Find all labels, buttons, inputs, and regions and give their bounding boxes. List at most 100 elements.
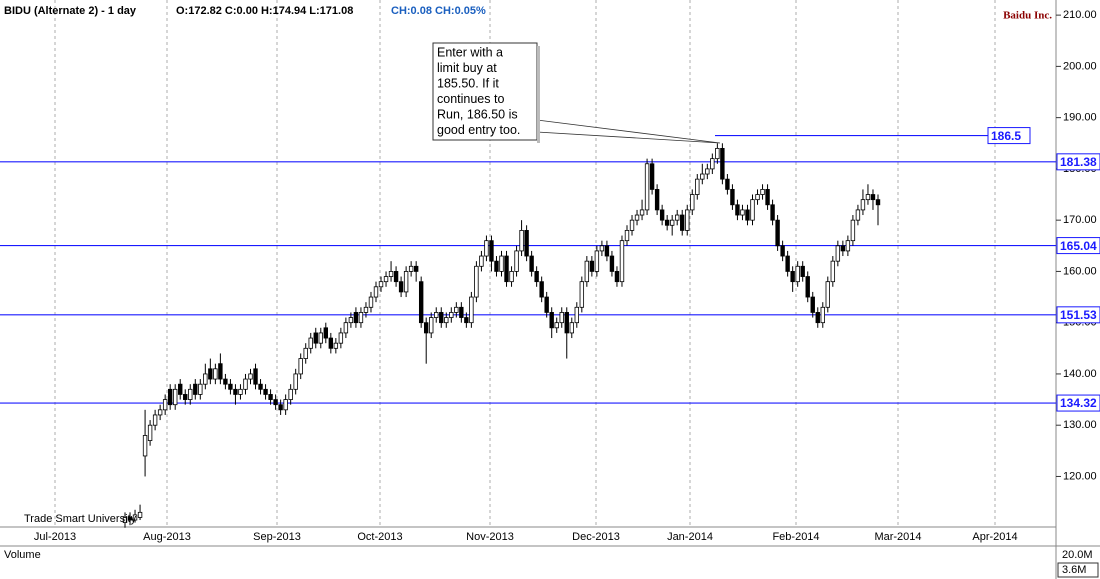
candle-body (343, 322, 349, 334)
candle-body (750, 199, 755, 221)
candle-body (122, 517, 128, 523)
annotation-line: good entry too. (437, 123, 520, 137)
candle-body (348, 317, 354, 324)
annotation-line: 185.50. If it (437, 76, 499, 90)
candle-body (700, 173, 705, 180)
candle-body (258, 383, 263, 390)
candle-body (223, 378, 228, 385)
candle-body (740, 209, 745, 216)
candle-body (564, 312, 569, 334)
candle-body (167, 388, 173, 406)
candle-body (172, 388, 178, 406)
candle-body (644, 163, 650, 211)
candle-body (293, 373, 298, 390)
candle-body (434, 312, 439, 318)
candle-body (313, 332, 318, 344)
candle-body (629, 219, 635, 231)
candle-body (178, 383, 183, 395)
candle-body (162, 399, 168, 411)
candle-body (147, 424, 153, 441)
candle-body (238, 388, 243, 395)
candle-body (830, 260, 836, 283)
candle-body (649, 163, 655, 190)
candle-body (539, 281, 544, 298)
candle-body (132, 514, 138, 521)
candle-body (454, 306, 459, 313)
volume-title: Volume (4, 549, 41, 561)
volume-tick-label: 20.0M (1062, 549, 1093, 561)
candle-body (413, 265, 419, 272)
candle-body (213, 368, 218, 380)
candle-body (755, 194, 760, 201)
company: Baidu Inc. (1003, 10, 1052, 22)
candle-body (358, 312, 364, 324)
level-label: 181.38 (1060, 155, 1097, 169)
candle-body (850, 219, 856, 242)
y-tick-label: 190.00 (1063, 112, 1097, 124)
y-tick-label: 140.00 (1063, 368, 1097, 380)
candle-body (263, 388, 268, 395)
candle-body (815, 312, 820, 324)
x-tick-label: Dec-2013 (572, 531, 620, 543)
candle-body (785, 255, 790, 272)
candle-body (469, 296, 474, 324)
volume-last-value: 3.6M (1062, 564, 1086, 576)
candle-body (735, 204, 740, 216)
volume-last-box (1057, 562, 1099, 578)
candle-body (298, 358, 303, 375)
candle-body (137, 511, 143, 518)
level-label-box (1056, 153, 1100, 171)
candle-body (685, 209, 690, 231)
candle-body (288, 388, 293, 400)
candle-body (323, 327, 328, 339)
candle-body (278, 404, 283, 411)
candle-body (423, 322, 429, 334)
candle-body (203, 373, 208, 385)
candle-body (253, 368, 258, 385)
candle-body (514, 250, 519, 272)
candle-body (760, 189, 765, 195)
y-tick-label: 120.00 (1063, 470, 1097, 482)
candle-body (855, 209, 861, 221)
candle-body (479, 255, 484, 267)
candle-body (368, 296, 374, 308)
candle-body (183, 394, 188, 400)
candle-body (800, 265, 805, 277)
level-label: 165.04 (1060, 239, 1097, 253)
candle-body (609, 255, 615, 272)
candle-body (248, 373, 253, 380)
candles (122, 143, 881, 528)
candle-body (484, 240, 489, 257)
y-tick-label: 160.00 (1063, 265, 1097, 277)
y-tick-label: 210.00 (1063, 9, 1097, 21)
candle-body (569, 322, 574, 334)
candle-body (705, 168, 710, 175)
candle-body (459, 306, 464, 318)
chart-title: BIDU (Alternate 2) - 1 day (4, 5, 137, 17)
candle-body (589, 260, 595, 272)
level-label-box (1056, 394, 1100, 412)
candle-body (333, 342, 339, 349)
grid: Jul-2013 Aug-2013 Sep-2013 Oct-2013 Nov-2013… (34, 0, 1097, 543)
candle-body (669, 219, 675, 226)
candle-body (208, 368, 213, 380)
candle-body (639, 209, 645, 216)
candle-body (429, 317, 434, 334)
candle-body (745, 209, 750, 221)
candle-body (604, 245, 610, 257)
candle-body (599, 245, 605, 252)
candle-body (835, 245, 841, 262)
candle-body (283, 399, 288, 411)
candle-body (659, 209, 665, 221)
candle-body (444, 317, 449, 324)
annotation-line: Run, 186.50 is (437, 107, 518, 121)
candle-body (474, 265, 479, 298)
candle-body (308, 337, 313, 349)
candle-body (198, 383, 203, 395)
candle-body (765, 189, 770, 206)
candle-body (770, 204, 775, 221)
candle-body (654, 189, 660, 211)
candle-body (464, 317, 469, 324)
candle-body (594, 250, 600, 272)
